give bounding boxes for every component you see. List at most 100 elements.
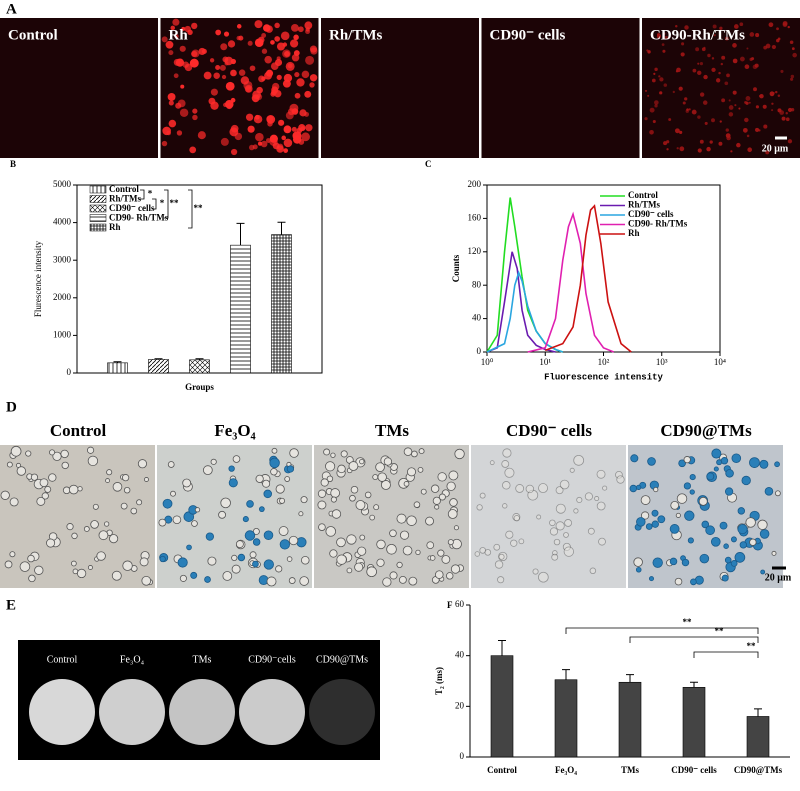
cell: [653, 487, 659, 493]
cell: [222, 56, 229, 63]
legend-label: Rh: [109, 222, 121, 232]
cell: [260, 140, 268, 148]
image-bg: [628, 445, 783, 588]
cell: [331, 509, 342, 519]
cell: [682, 101, 686, 105]
cell: [675, 25, 678, 28]
cell: [711, 118, 715, 123]
cell: [437, 472, 447, 482]
cell: [744, 100, 748, 104]
y-tick-label: 1000: [53, 329, 72, 339]
cell: [494, 560, 504, 569]
bar: [230, 244, 251, 374]
cell: [689, 474, 696, 481]
cell: [406, 515, 417, 526]
cell: [144, 477, 149, 482]
cell: [718, 141, 723, 146]
cell: [263, 530, 274, 541]
cell: [573, 508, 579, 514]
cell: [532, 568, 539, 575]
cell: [275, 565, 283, 573]
cell: [759, 94, 764, 99]
cell: [652, 557, 663, 568]
cell: [224, 61, 229, 66]
cell: [493, 543, 501, 551]
cell: [39, 478, 49, 488]
cell: [258, 75, 265, 83]
cell: [432, 496, 441, 505]
panel-label: C: [425, 159, 432, 169]
cell: [737, 507, 746, 515]
legend-label: Rh: [628, 228, 640, 238]
cell: [594, 496, 600, 502]
cell: [454, 448, 465, 460]
legend-label: CD90- Rh/TMs: [109, 213, 169, 223]
image-bg: [0, 18, 158, 158]
cell: [732, 58, 738, 64]
cell: [372, 474, 379, 481]
cell: [721, 55, 726, 60]
cell: [670, 500, 680, 510]
cell: [596, 501, 606, 511]
cell: [789, 40, 794, 45]
cell: [684, 510, 695, 521]
x-axis-title: Fluorescence intensity: [544, 372, 663, 382]
cell: [787, 25, 790, 29]
cell: [549, 519, 556, 527]
cell: [403, 481, 410, 487]
y-axis-title: T₂ (ms): [434, 667, 444, 695]
bar: [148, 359, 169, 374]
cell: [130, 507, 138, 515]
cell: [447, 509, 458, 519]
cell: [288, 535, 299, 546]
image-label: Rh: [169, 27, 189, 43]
cell: [247, 40, 253, 46]
cell: [274, 58, 283, 67]
cell: [300, 496, 308, 504]
error-bar: [113, 361, 122, 363]
cell: [690, 578, 697, 586]
cell: [121, 474, 130, 482]
cell: [168, 50, 174, 56]
cell: [760, 569, 766, 575]
micrograph: [0, 18, 158, 158]
cell: [640, 511, 650, 520]
cell: [726, 73, 730, 78]
y-tick-label: 2000: [53, 292, 72, 302]
y-tick-label: 0: [67, 367, 72, 377]
cell: [285, 61, 295, 71]
cell: [245, 113, 254, 121]
cell: [227, 40, 236, 48]
panel-label: A: [6, 1, 17, 17]
cell: [771, 550, 777, 556]
cell: [36, 496, 46, 506]
cell: [285, 111, 294, 120]
cell: [666, 140, 670, 144]
cell: [44, 485, 52, 493]
cell: [702, 100, 708, 105]
cell: [286, 556, 293, 562]
x-axis-title: Groups: [185, 382, 214, 392]
significance-label: **: [715, 626, 725, 636]
cell: [744, 64, 750, 70]
cell: [309, 45, 318, 53]
cell: [209, 58, 215, 63]
cell: [741, 475, 751, 486]
cell: [654, 100, 659, 105]
cell: [255, 132, 264, 142]
cell: [215, 64, 221, 70]
cell: [584, 492, 593, 501]
cell: [304, 111, 310, 117]
cell: [745, 96, 751, 101]
cell: [739, 541, 747, 549]
error-bar: [154, 358, 163, 360]
cell: [299, 576, 309, 586]
cell: [305, 124, 313, 132]
cell: [732, 43, 737, 48]
x-tick-label: 10⁴: [714, 357, 726, 367]
panel-label: B: [10, 159, 16, 169]
cell: [559, 479, 570, 490]
cell: [6, 461, 13, 468]
cell: [136, 499, 143, 506]
